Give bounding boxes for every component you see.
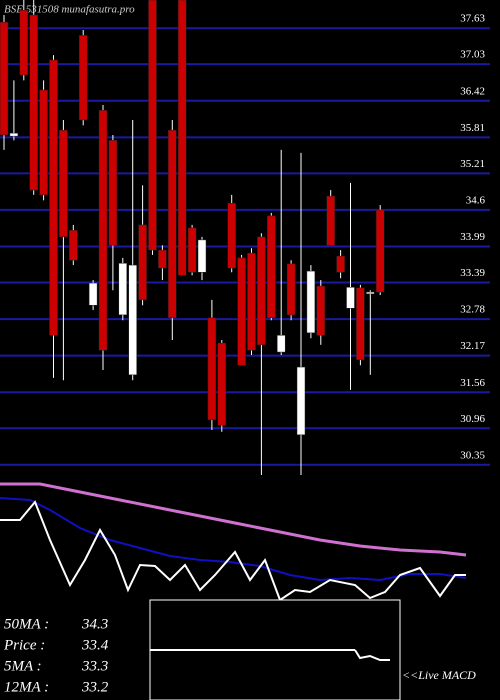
stat-value: 33.2 (81, 679, 109, 695)
candle-body (197, 239, 207, 273)
ma-line (0, 482, 467, 557)
stat-value: 33.3 (81, 658, 108, 674)
y-tick-label: 37.63 (460, 13, 485, 25)
candle-body (59, 129, 68, 238)
candle-body (227, 203, 236, 269)
price-line (0, 500, 466, 602)
plot: 37.63 37.03 36.42 35.81 35.21 34.6 33.99 33.39 3… (0, 0, 490, 475)
candle-body (257, 236, 266, 346)
candle-body (346, 287, 355, 309)
y-tick-label: 33.99 (460, 231, 485, 243)
y-tick-label: 31.56 (460, 377, 485, 389)
ma-lines (0, 482, 467, 602)
candle-body (19, 9, 29, 76)
candle-body (98, 110, 108, 351)
candle-body (207, 317, 217, 421)
candle-body (217, 342, 227, 426)
macd-line (354, 649, 390, 661)
y-tick-label: 35.81 (460, 122, 485, 134)
candle-body (247, 252, 256, 351)
candle-body (39, 89, 48, 196)
chart-title: BSE 531508 munafasutra.pro (4, 4, 135, 16)
candle-body (177, 0, 187, 276)
candle-body (286, 263, 296, 316)
candle-body (118, 263, 128, 316)
stat-label: 50MA : (4, 616, 49, 632)
stat-label: 12MA : (4, 679, 49, 695)
candle-body (69, 230, 78, 261)
candle-body (29, 14, 38, 191)
y-tick-label: 35.21 (460, 158, 485, 170)
candle-body (9, 132, 19, 137)
candle-body (375, 209, 385, 293)
ma-line (0, 497, 467, 582)
candle-body (276, 335, 286, 353)
candle-body (138, 224, 147, 301)
macd-link[interactable]: <<Live MACD (402, 668, 476, 682)
y-tick-label: 30.35 (460, 449, 485, 461)
candle-body (158, 249, 167, 269)
y-tick-label: 32.17 (460, 340, 485, 352)
candle-body (336, 255, 345, 273)
y-tick-label: 37.03 (460, 49, 485, 61)
candle-body (356, 287, 365, 361)
candle-body (78, 35, 88, 121)
candle-body (0, 21, 9, 136)
y-tick-label: 36.42 (460, 85, 485, 97)
stat-value: 33.4 (81, 637, 109, 653)
candle-body (49, 59, 58, 336)
stat-value: 34.3 (81, 616, 108, 632)
candle-body (187, 227, 197, 273)
candle-body (168, 129, 177, 319)
candle-body (148, 0, 157, 251)
candle-body (128, 264, 137, 376)
candle-body (296, 366, 306, 436)
stat-label: 5MA : (4, 658, 42, 674)
y-tick-label: 34.6 (466, 194, 486, 206)
y-tick-label: 30.96 (460, 413, 485, 425)
stat-label: Price : (3, 637, 45, 653)
y-tick-label: 32.78 (460, 304, 485, 316)
candle-body (237, 257, 246, 366)
candle-body (326, 195, 335, 246)
candle-body (267, 215, 276, 319)
candle-body (88, 282, 98, 306)
candle-body (366, 291, 375, 295)
macd-panel (149, 599, 401, 700)
candle-body (316, 285, 326, 336)
candle-body (306, 270, 316, 334)
y-tick-label: 33.39 (460, 267, 485, 279)
candle-body (108, 140, 118, 246)
